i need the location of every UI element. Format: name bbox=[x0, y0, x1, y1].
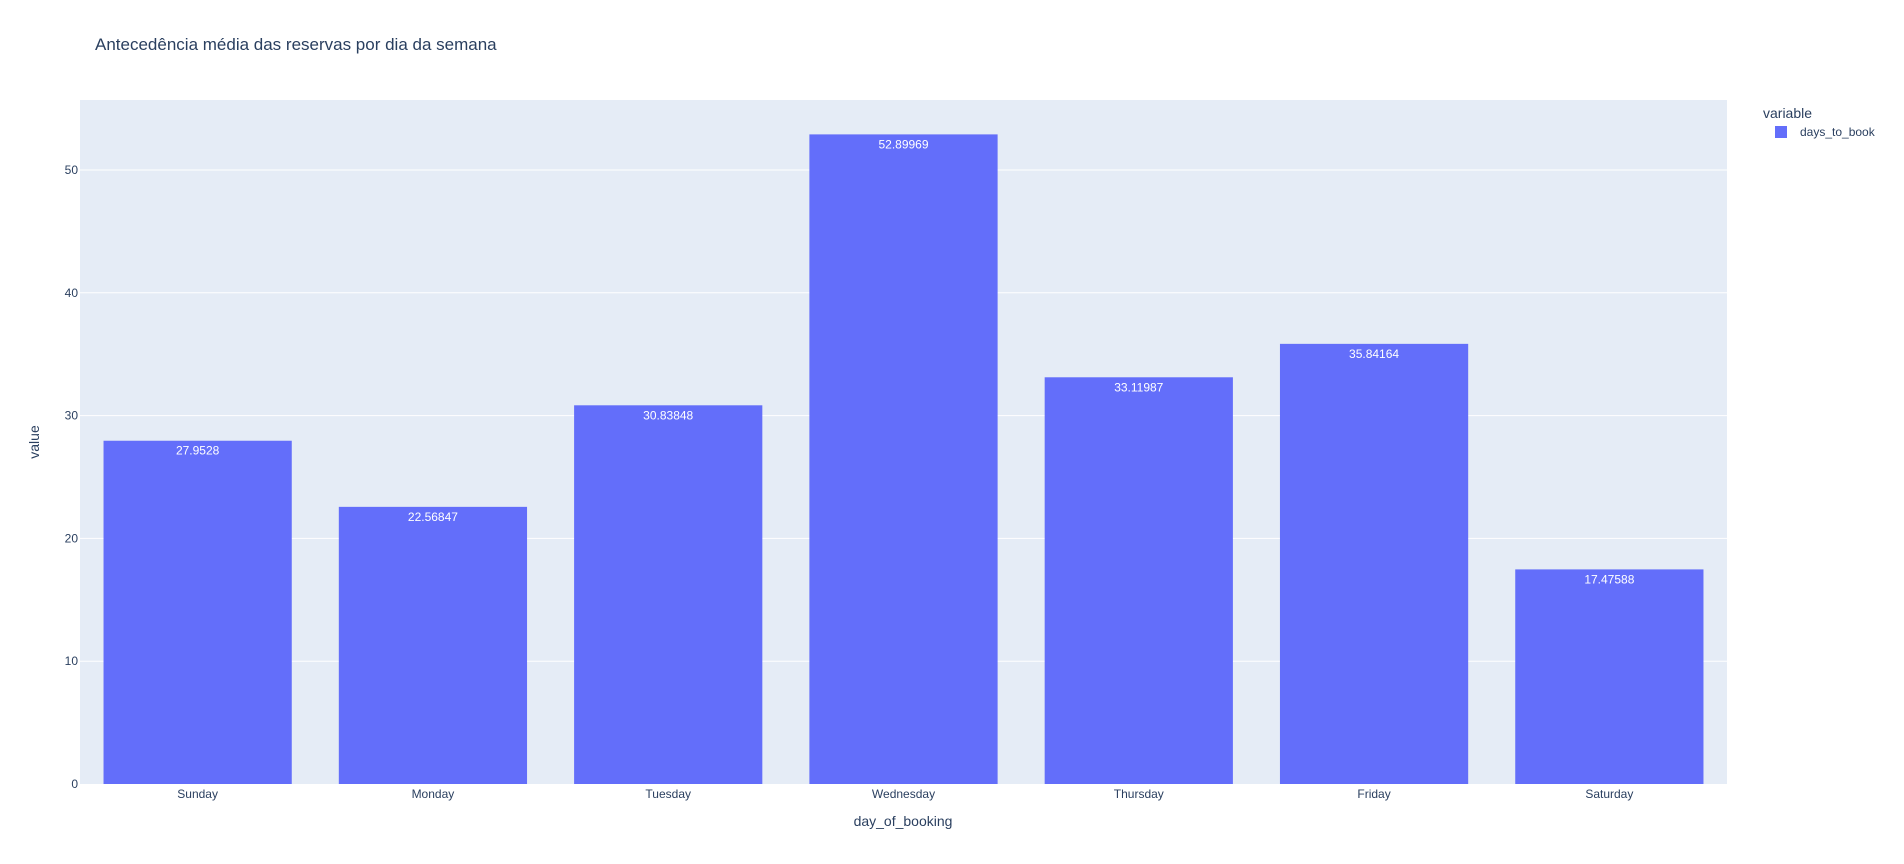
x-tick-label-monday: Monday bbox=[412, 787, 455, 801]
x-tick-label-friday: Friday bbox=[1357, 787, 1390, 801]
bar-friday[interactable] bbox=[1279, 343, 1469, 784]
legend-item-days-to-book[interactable]: days_to_book bbox=[1800, 125, 1876, 139]
bar-label-monday: 22.56847 bbox=[408, 510, 458, 524]
bar-label-friday: 35.84164 bbox=[1349, 347, 1399, 361]
bar-label-thursday: 33.11987 bbox=[1114, 380, 1163, 394]
y-tick-label: 10 bbox=[65, 654, 79, 668]
bar-tuesday[interactable] bbox=[574, 405, 763, 784]
legend[interactable]: variable days_to_book bbox=[1763, 105, 1876, 139]
bar-label-wednesday: 52.89969 bbox=[878, 137, 928, 151]
bars bbox=[103, 134, 1704, 784]
y-tick-label: 40 bbox=[65, 286, 79, 300]
bar-labels: 27.9528 22.56847 30.83848 52.89969 33.11987 3… bbox=[176, 137, 1635, 586]
y-tick-labels: 0 10 20 30 40 50 bbox=[65, 163, 79, 791]
x-tick-label-saturday: Saturday bbox=[1585, 787, 1633, 801]
bar-label-tuesday: 30.83848 bbox=[643, 408, 693, 422]
x-tick-label-wednesday: Wednesday bbox=[872, 787, 935, 801]
bar-thursday[interactable] bbox=[1044, 377, 1233, 784]
x-tick-labels: Sunday Monday Tuesday Wednesday Thursday Frid… bbox=[177, 787, 1633, 801]
y-axis-title: value bbox=[26, 425, 42, 459]
x-axis-title: day_of_booking bbox=[854, 813, 953, 829]
bar-label-sunday: 27.9528 bbox=[176, 444, 220, 458]
legend-title: variable bbox=[1763, 105, 1812, 121]
bar-wednesday[interactable] bbox=[809, 134, 998, 784]
bar-label-saturday: 17.47588 bbox=[1584, 572, 1634, 586]
bar-sunday[interactable] bbox=[103, 440, 292, 784]
x-tick-label-sunday: Sunday bbox=[177, 787, 218, 801]
x-tick-label-tuesday: Tuesday bbox=[645, 787, 691, 801]
bar-saturday[interactable] bbox=[1515, 569, 1704, 784]
chart-title: Antecedência média das reservas por dia … bbox=[95, 35, 497, 54]
x-tick-label-thursday: Thursday bbox=[1114, 787, 1164, 801]
y-tick-label: 0 bbox=[71, 777, 78, 791]
y-tick-label: 50 bbox=[65, 163, 79, 177]
legend-swatch[interactable] bbox=[1775, 126, 1787, 138]
y-tick-label: 30 bbox=[65, 409, 79, 423]
y-tick-label: 20 bbox=[65, 531, 79, 545]
bar-monday[interactable] bbox=[338, 506, 528, 784]
